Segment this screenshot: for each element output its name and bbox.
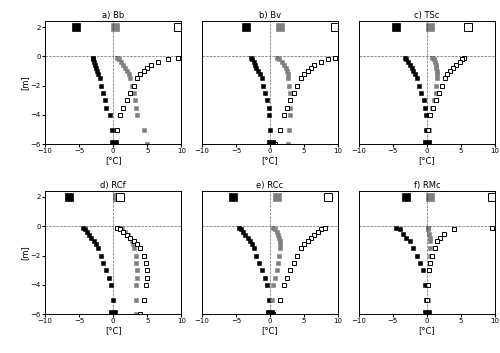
Title: d) RCf: d) RCf: [100, 181, 126, 190]
Title: a) Bb: a) Bb: [102, 11, 124, 20]
X-axis label: [°C]: [°C]: [105, 326, 122, 335]
Y-axis label: [m]: [m]: [20, 245, 29, 260]
X-axis label: [°C]: [°C]: [105, 156, 122, 165]
X-axis label: [°C]: [°C]: [262, 156, 278, 165]
Y-axis label: [m]: [m]: [20, 75, 29, 90]
Title: f) RMc: f) RMc: [414, 181, 440, 190]
Title: b) Bv: b) Bv: [259, 11, 281, 20]
Title: c) TSc: c) TSc: [414, 11, 440, 20]
Title: e) RCc: e) RCc: [256, 181, 283, 190]
X-axis label: [°C]: [°C]: [418, 326, 435, 335]
X-axis label: [°C]: [°C]: [418, 156, 435, 165]
X-axis label: [°C]: [°C]: [262, 326, 278, 335]
